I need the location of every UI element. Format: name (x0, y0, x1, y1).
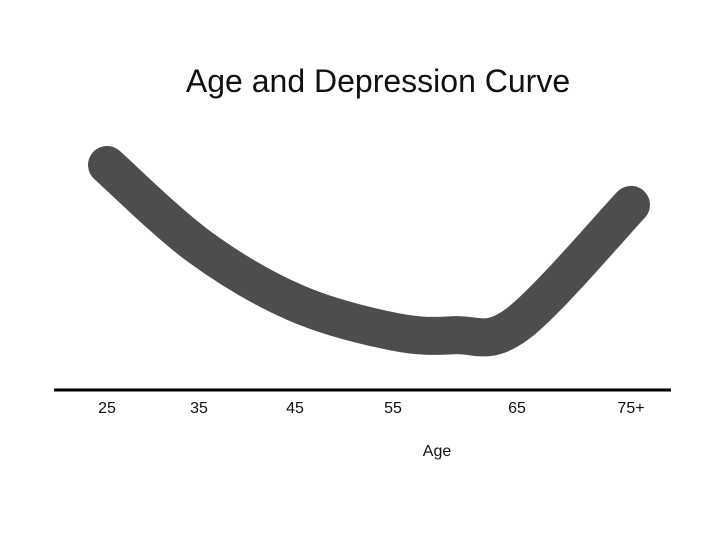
x-tick-label: 25 (98, 400, 116, 417)
x-tick-labels: 25 35 45 55 65 75+ (98, 400, 644, 417)
x-axis-label: Age (423, 443, 452, 460)
x-tick-label: 35 (190, 400, 208, 417)
x-tick-label: 55 (384, 400, 402, 417)
x-tick-label: 45 (286, 400, 304, 417)
depression-curve-line (88, 146, 650, 357)
x-tick-label: 65 (508, 400, 526, 417)
chart-title: Age and Depression Curve (186, 63, 570, 99)
x-tick-label: 75+ (617, 400, 644, 417)
